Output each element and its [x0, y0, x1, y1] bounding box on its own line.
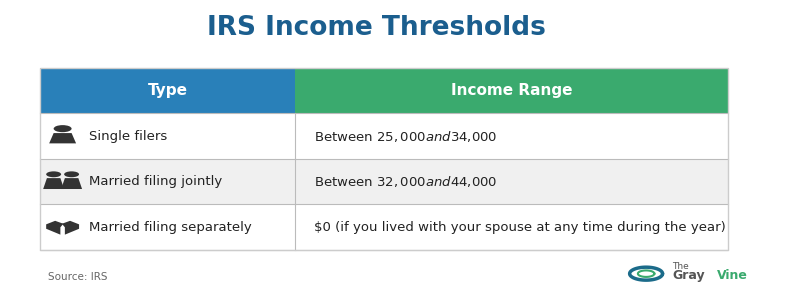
Text: Vine: Vine	[717, 268, 748, 282]
FancyBboxPatch shape	[40, 113, 728, 159]
Text: Between $32,000 and $44,000: Between $32,000 and $44,000	[314, 174, 497, 189]
FancyBboxPatch shape	[40, 205, 728, 250]
Polygon shape	[47, 221, 63, 235]
Text: The: The	[672, 262, 689, 271]
Text: Single filers: Single filers	[89, 130, 167, 142]
Text: Married filing jointly: Married filing jointly	[89, 175, 222, 188]
Circle shape	[64, 171, 79, 177]
Polygon shape	[62, 221, 79, 235]
Circle shape	[47, 171, 61, 177]
Polygon shape	[61, 178, 82, 189]
Text: Type: Type	[148, 83, 188, 98]
Polygon shape	[49, 133, 76, 143]
Text: Between $25,000 and $34,000: Between $25,000 and $34,000	[314, 128, 497, 143]
Polygon shape	[43, 178, 64, 189]
FancyBboxPatch shape	[40, 159, 728, 205]
Circle shape	[54, 125, 71, 132]
Text: IRS Income Thresholds: IRS Income Thresholds	[208, 15, 546, 41]
Text: Income Range: Income Range	[451, 83, 573, 98]
Text: Married filing separately: Married filing separately	[89, 221, 252, 234]
Text: $0 (if you lived with your spouse at any time during the year): $0 (if you lived with your spouse at any…	[314, 221, 725, 234]
Text: Gray: Gray	[672, 268, 705, 282]
FancyBboxPatch shape	[295, 68, 728, 113]
Text: Source: IRS: Source: IRS	[47, 272, 107, 282]
FancyBboxPatch shape	[40, 68, 295, 113]
